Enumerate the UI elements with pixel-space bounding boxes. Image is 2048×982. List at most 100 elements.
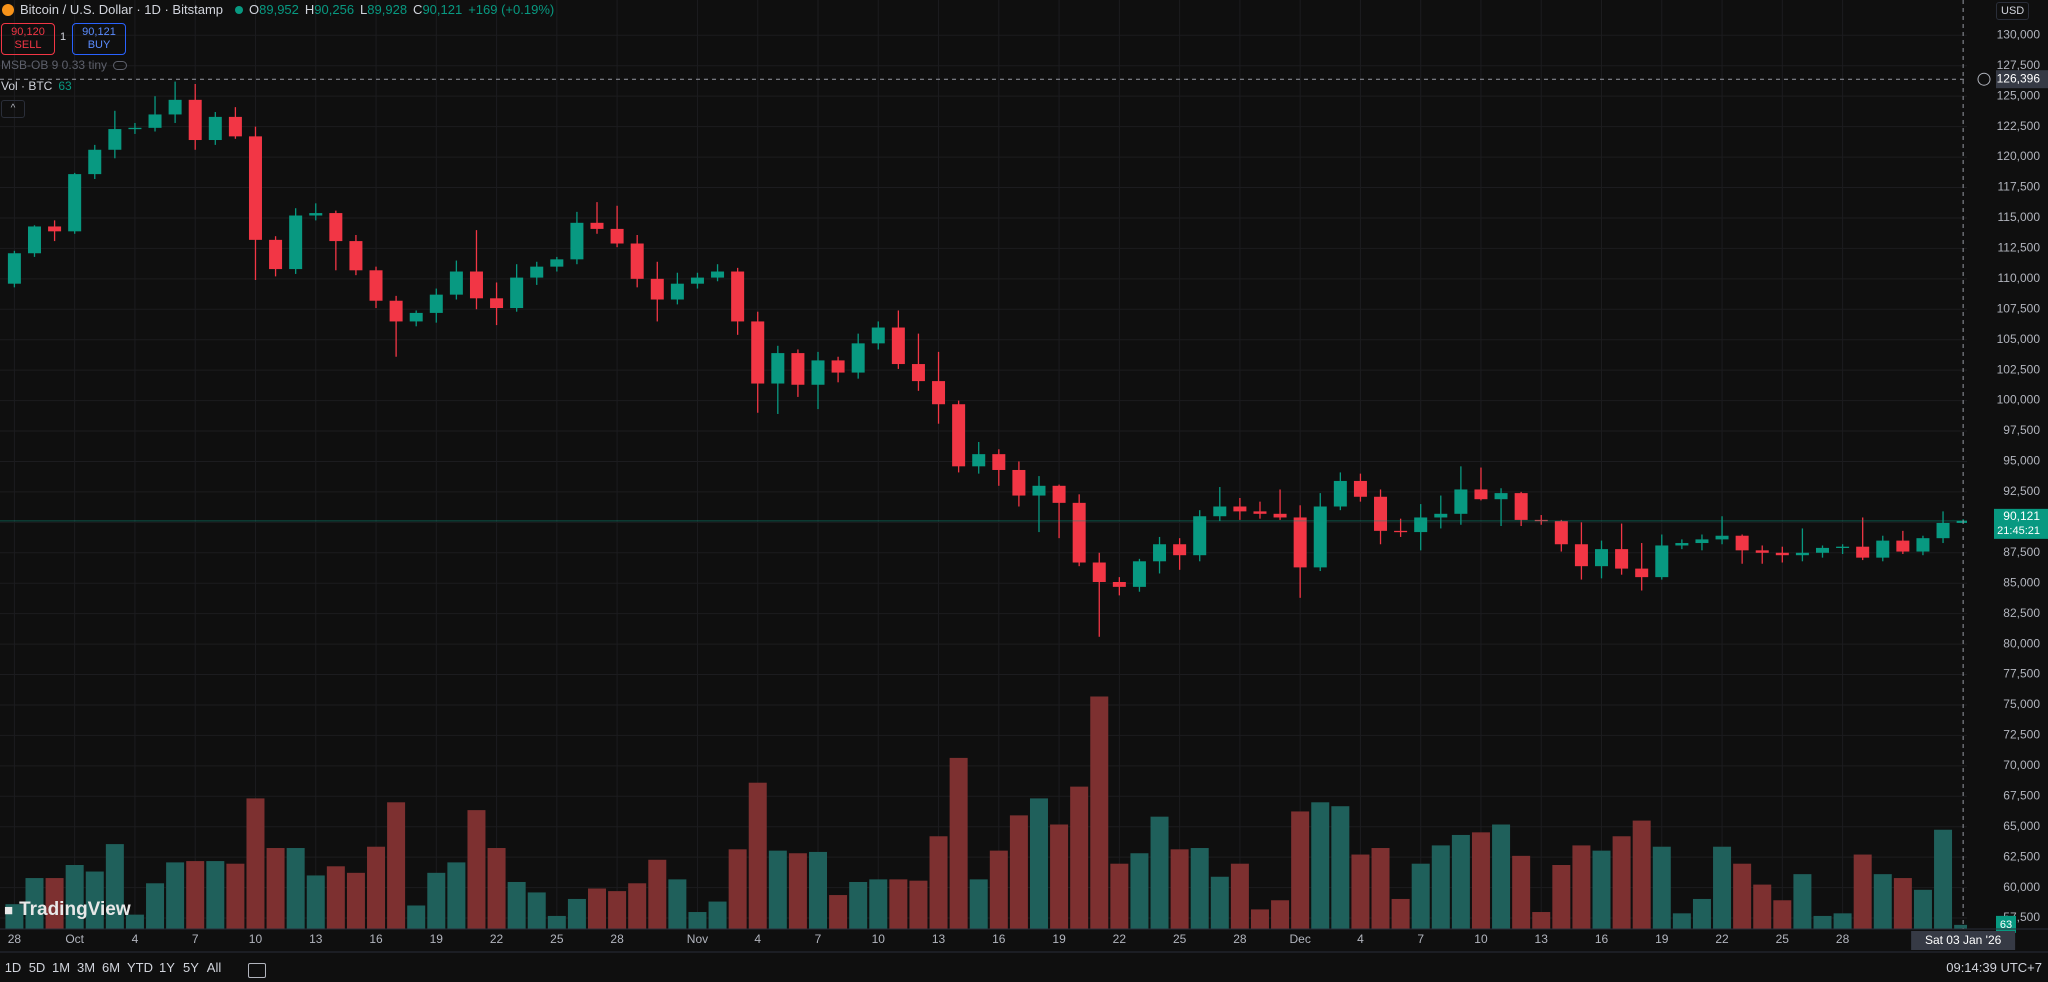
volume-bar — [105, 844, 124, 929]
range-button[interactable]: 1M — [51, 960, 71, 975]
range-button[interactable]: 3M — [76, 960, 96, 975]
candle-body — [1353, 480, 1367, 497]
y-tick-label: 87,500 — [2003, 545, 2040, 559]
volume-bar — [1150, 816, 1169, 929]
y-tick-label: 95,000 — [2003, 454, 2040, 468]
candle-body — [1735, 535, 1749, 551]
candle-body — [610, 228, 624, 244]
volume-bar — [1934, 829, 1953, 929]
volume-bar — [1331, 806, 1350, 929]
candle-body — [690, 277, 704, 284]
candle-body — [1775, 552, 1789, 556]
volume-row: Vol · BTC 63 — [1, 79, 72, 93]
y-tick-label: 80,000 — [2003, 636, 2040, 650]
date-range-icon[interactable] — [248, 963, 266, 978]
x-tick-label: 19 — [430, 932, 444, 946]
y-tick-label: 107,500 — [1997, 301, 2041, 315]
x-tick-label: 13 — [1535, 932, 1549, 946]
y-tick-label: 130,000 — [1997, 27, 2041, 41]
volume-bar — [1250, 909, 1269, 929]
x-tick-label: 22 — [490, 932, 504, 946]
volume-name[interactable]: Vol · BTC — [1, 79, 53, 93]
range-button[interactable]: 6M — [101, 960, 121, 975]
candle-body — [68, 174, 82, 232]
collapse-button[interactable]: ^ — [1, 100, 25, 118]
volume-bar — [688, 912, 707, 929]
y-tick-label: 67,500 — [2003, 788, 2040, 802]
volume-bar — [1592, 850, 1611, 929]
candle-body — [248, 136, 262, 240]
volume-bar — [1471, 832, 1490, 929]
x-tick-label: 10 — [872, 932, 886, 946]
y-tick-label: 60,000 — [2003, 880, 2040, 894]
buy-button[interactable]: 90,121 BUY — [72, 23, 126, 55]
indicator-name[interactable]: MSB-OB 9 0.33 tiny — [1, 58, 108, 72]
quantity[interactable]: 1 — [60, 31, 67, 43]
currency[interactable]: USD — [1996, 2, 2030, 20]
candle-body — [1193, 516, 1207, 556]
volume-last: 63 — [58, 79, 72, 93]
candle-body — [1494, 493, 1508, 500]
candle-body — [108, 129, 122, 150]
volume-bar — [367, 846, 386, 929]
volume-bar — [1612, 836, 1631, 929]
range-button[interactable]: All — [206, 960, 222, 975]
range-button[interactable]: 1D — [4, 960, 22, 975]
ohlc-key: C — [413, 2, 423, 17]
volume-bar — [1692, 898, 1711, 929]
candle-body — [1856, 546, 1870, 558]
symbol-header: Bitcoin / U.S. Dollar · 1D · Bitstamp O8… — [2, 2, 554, 17]
candle-body — [650, 278, 664, 300]
candle-body — [1836, 546, 1850, 548]
candle-body — [1273, 513, 1287, 518]
symbol-title[interactable]: Bitcoin / U.S. Dollar · 1D · Bitstamp — [20, 2, 223, 17]
volume-bar — [387, 802, 406, 929]
last-price: 90,121 — [2003, 509, 2040, 523]
x-tick-label: 25 — [550, 932, 564, 946]
volume-bar — [507, 881, 526, 929]
candle-body — [1374, 496, 1388, 531]
volume-bar — [628, 883, 647, 929]
y-tick-label: 92,500 — [2003, 484, 2040, 498]
volume-bar — [25, 878, 44, 929]
volume-bar — [1130, 853, 1149, 929]
candle-body — [952, 404, 966, 467]
volume-bar — [65, 864, 84, 929]
candle-body — [1635, 568, 1649, 578]
volume-bar — [1652, 846, 1671, 929]
candle-body — [1615, 549, 1629, 569]
candle-body — [409, 312, 423, 322]
candle-body — [1173, 544, 1187, 556]
candle-body — [751, 321, 765, 384]
hide-icon[interactable] — [113, 60, 128, 70]
btc-icon — [2, 3, 14, 16]
candle-body — [1936, 522, 1950, 539]
y-tick-label: 102,500 — [1997, 362, 2041, 376]
range-button[interactable]: 5Y — [183, 960, 199, 975]
range-button[interactable]: 5D — [28, 960, 46, 975]
sell-button[interactable]: 90,120 SELL — [1, 23, 55, 55]
candle-body — [911, 364, 925, 382]
ohlc-value: 89,928 — [367, 2, 408, 17]
candle-body — [590, 222, 604, 229]
volume-bar — [768, 850, 787, 929]
ohlc-values: O89,952 H90,256 L89,928 C90,121 — [249, 2, 462, 17]
x-tick-label: 4 — [1357, 932, 1364, 946]
volume-bar — [166, 862, 185, 929]
y-tick-label: 122,500 — [1997, 119, 2041, 133]
volume-bar — [567, 898, 586, 929]
volume-bar — [1050, 824, 1069, 929]
range-button[interactable]: YTD — [127, 960, 153, 975]
range-button[interactable]: 1Y — [159, 960, 175, 975]
candle-body — [771, 353, 785, 384]
candle-body — [811, 360, 825, 385]
volume-bar — [85, 871, 104, 929]
y-tick-label: 77,500 — [2003, 667, 2040, 681]
y-tick-label: 97,500 — [2003, 423, 2040, 437]
y-tick-label: 112,500 — [1998, 241, 2041, 255]
volume-bar — [1572, 845, 1591, 929]
candle-body — [871, 327, 885, 344]
last-price-tag — [1994, 508, 2048, 539]
